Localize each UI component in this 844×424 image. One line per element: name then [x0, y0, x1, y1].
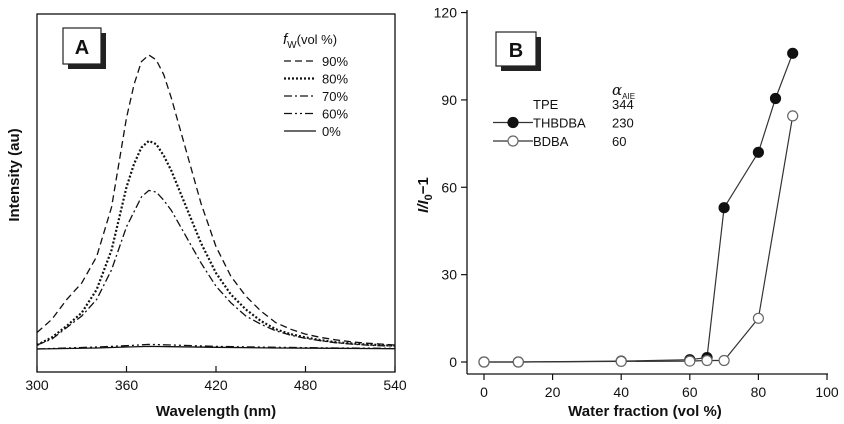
data-point-thbdba [718, 202, 730, 214]
x-tick-label: 100 [815, 384, 839, 400]
legend-value: 230 [612, 116, 634, 131]
data-point-thbdba [769, 92, 782, 105]
series-line-0pct [36, 345, 396, 350]
data-point-thbdba [787, 47, 799, 59]
data-point-bdba [615, 355, 627, 367]
legend-value: 60 [612, 134, 626, 149]
legend-name: BDBA [533, 134, 569, 149]
legend-title-rest: (vol %) [297, 32, 337, 47]
x-tick-label: 0 [480, 384, 488, 400]
x-tick-label: 420 [204, 377, 228, 393]
panel-a-label: A [75, 37, 89, 59]
legend-label: 60% [322, 107, 348, 122]
panel-b-label: B [509, 40, 523, 62]
x-tick-label: 60 [682, 384, 698, 400]
legend-alpha-sub: AIE [622, 92, 635, 101]
series-line-70pct [36, 189, 396, 347]
y-title-sub: 0 [423, 194, 435, 200]
data-point-thbdba [752, 146, 765, 158]
panel-a-legend-title: fW(vol %) [283, 31, 337, 51]
legend-alpha: α [612, 81, 622, 99]
panel-b-legend-header: αAIE [612, 81, 635, 101]
y-title-main: I/I [415, 200, 432, 213]
legend-label: 0% [322, 124, 341, 139]
panel-a-legend: 90% 80% 70% 60% 0% [284, 54, 348, 139]
y-title-rest: −1 [415, 177, 432, 194]
panel-a-series [36, 54, 396, 350]
data-point-bdba [718, 354, 730, 367]
series-line-80pct [36, 139, 396, 347]
y-tick-label: 60 [441, 179, 457, 195]
series-line-thbdba [484, 53, 794, 363]
data-point-bdba [478, 356, 490, 368]
panel-a-label-box [62, 27, 102, 65]
x-tick-label: 80 [751, 384, 767, 400]
data-point-bdba [787, 110, 799, 122]
series-line-bdba [484, 115, 794, 363]
data-point-bdba [752, 312, 765, 324]
x-tick-label: 540 [383, 377, 407, 393]
data-point-bdba [701, 354, 713, 367]
panel-a-x-ticks: 300 360 420 480 540 [25, 366, 407, 393]
y-tick-label: 90 [441, 92, 457, 108]
panel-b-x-axis-title: Water fraction (vol %) [568, 403, 722, 420]
x-tick-label: 300 [25, 377, 49, 393]
series-line-90pct [36, 54, 396, 346]
legend-value: 344 [612, 97, 634, 112]
legend-title-w: W [287, 40, 297, 51]
panel-b-series [478, 47, 799, 368]
legend-label: 70% [322, 89, 348, 104]
panel-b: 0 20 40 60 80 100 0 30 60 90 120 B αAIE TPE 344 THBD… [415, 5, 839, 420]
panel-a-x-axis-title: Wavelength (nm) [156, 403, 276, 420]
panel-b-y-axis-title: I/I0−1 [415, 177, 435, 213]
x-tick-label: 20 [545, 384, 561, 400]
legend-marker [507, 116, 519, 129]
legend-name: THBDBA [533, 116, 586, 131]
panel-a: 300 360 420 480 540 A fW(vol %) 90% 80% 70% 60%… [6, 13, 407, 420]
panel-b-legend: TPE 344 THBDBA 230 BDBA 60 [493, 97, 634, 149]
x-tick-label: 360 [115, 377, 139, 393]
data-point-bdba [684, 355, 696, 367]
legend-marker [507, 135, 519, 147]
y-tick-label: 30 [441, 267, 457, 283]
panel-b-ticks: 0 20 40 60 80 100 0 30 60 90 120 [434, 5, 839, 400]
data-point-bdba [512, 356, 524, 368]
x-tick-label: 480 [294, 377, 318, 393]
panel-b-label-box [495, 31, 537, 67]
legend-title-f: f [283, 31, 289, 48]
y-tick-label: 0 [449, 354, 457, 370]
legend-label: 80% [322, 72, 348, 87]
legend-label: 90% [322, 54, 348, 69]
legend-name: TPE [533, 97, 559, 112]
x-tick-label: 40 [613, 384, 629, 400]
panel-a-y-axis-title: Intensity (au) [6, 128, 23, 221]
y-tick-label: 120 [434, 5, 458, 21]
